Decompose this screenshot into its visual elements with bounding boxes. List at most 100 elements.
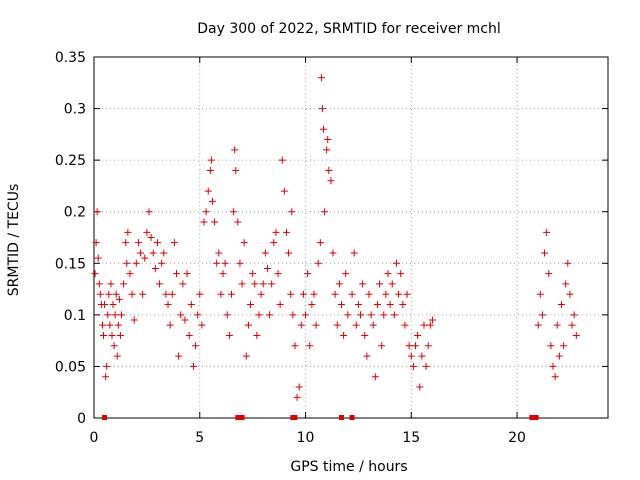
data-point (312, 321, 320, 329)
data-point (149, 249, 157, 257)
data-point (215, 249, 223, 257)
data-point (337, 301, 345, 309)
data-point (266, 311, 274, 319)
data-point (240, 239, 248, 247)
data-point (194, 311, 202, 319)
data-point (557, 301, 565, 309)
data-point (223, 311, 231, 319)
data-point (340, 331, 348, 339)
data-point (549, 362, 557, 370)
data-point (122, 239, 130, 247)
data-point (123, 259, 131, 267)
data-point (291, 342, 299, 350)
data-point (101, 301, 109, 309)
data-point (386, 301, 394, 309)
data-point (116, 331, 124, 339)
data-point (399, 301, 407, 309)
data-point (536, 290, 544, 298)
data-point (181, 316, 189, 324)
data-point (570, 311, 578, 319)
data-point (206, 166, 214, 174)
data-point (555, 352, 563, 360)
data-point (310, 290, 318, 298)
data-point (357, 311, 365, 319)
data-point (234, 218, 242, 226)
data-point (280, 187, 288, 195)
data-point (342, 270, 350, 278)
data-point (295, 383, 303, 391)
data-point (115, 295, 123, 303)
data-point (238, 280, 246, 288)
data-point (137, 249, 145, 257)
data-point (143, 228, 151, 236)
data-point (420, 321, 428, 329)
data-point (285, 249, 293, 257)
data-point (95, 280, 103, 288)
data-point (249, 270, 257, 278)
data-point (110, 342, 118, 350)
data-point (232, 166, 240, 174)
data-point (416, 383, 424, 391)
data-point (242, 352, 250, 360)
data-point (299, 290, 307, 298)
data-point (158, 259, 166, 267)
data-point (261, 249, 269, 257)
data-point (219, 270, 227, 278)
data-point (384, 270, 392, 278)
data-point (407, 352, 415, 360)
data-point (534, 321, 542, 329)
zero-value-marker (102, 415, 108, 420)
y-axis-label: SRMTID / TECUs (6, 184, 22, 297)
data-point (221, 259, 229, 267)
data-point (359, 280, 367, 288)
y-tick-label: 0.05 (55, 359, 86, 375)
data-point (172, 270, 180, 278)
data-point (168, 290, 176, 298)
y-tick-label: 0.2 (64, 205, 86, 221)
grid (94, 57, 608, 418)
data-point (211, 218, 219, 226)
data-point (545, 270, 553, 278)
data-point (348, 290, 356, 298)
data-point (114, 321, 122, 329)
data-point (369, 321, 377, 329)
data-point (103, 362, 111, 370)
data-point (104, 311, 112, 319)
data-point (105, 290, 113, 298)
data-point (175, 352, 183, 360)
data-point (316, 239, 324, 247)
data-point (401, 321, 409, 329)
data-point (230, 208, 238, 216)
data-point (231, 146, 239, 154)
data-point (177, 311, 185, 319)
data-point (361, 331, 369, 339)
data-point (192, 342, 200, 350)
data-point (392, 259, 400, 267)
data-point (112, 290, 120, 298)
data-point (562, 280, 570, 288)
axis-ticks: 0 0.05 0.1 0.15 0.2 0.25 0.3 0.35 0 5 10 15 20 (55, 50, 608, 446)
data-point (247, 301, 255, 309)
data-point (302, 311, 310, 319)
data-point (111, 311, 119, 319)
data-point (317, 74, 325, 82)
data-point (272, 228, 280, 236)
x-tick-label: 0 (90, 430, 99, 446)
data-point (124, 228, 132, 236)
data-point (333, 321, 341, 329)
data-point (200, 218, 208, 226)
data-point (253, 331, 261, 339)
data-point (91, 270, 99, 278)
data-point (541, 249, 549, 257)
data-point (96, 290, 104, 298)
data-point (278, 156, 286, 164)
data-point (151, 264, 159, 272)
data-point (365, 290, 373, 298)
data-point (412, 342, 420, 350)
data-point (376, 280, 384, 288)
data-point (397, 270, 405, 278)
data-point (414, 331, 422, 339)
data-point (202, 208, 210, 216)
data-point (156, 280, 164, 288)
data-point (553, 321, 561, 329)
